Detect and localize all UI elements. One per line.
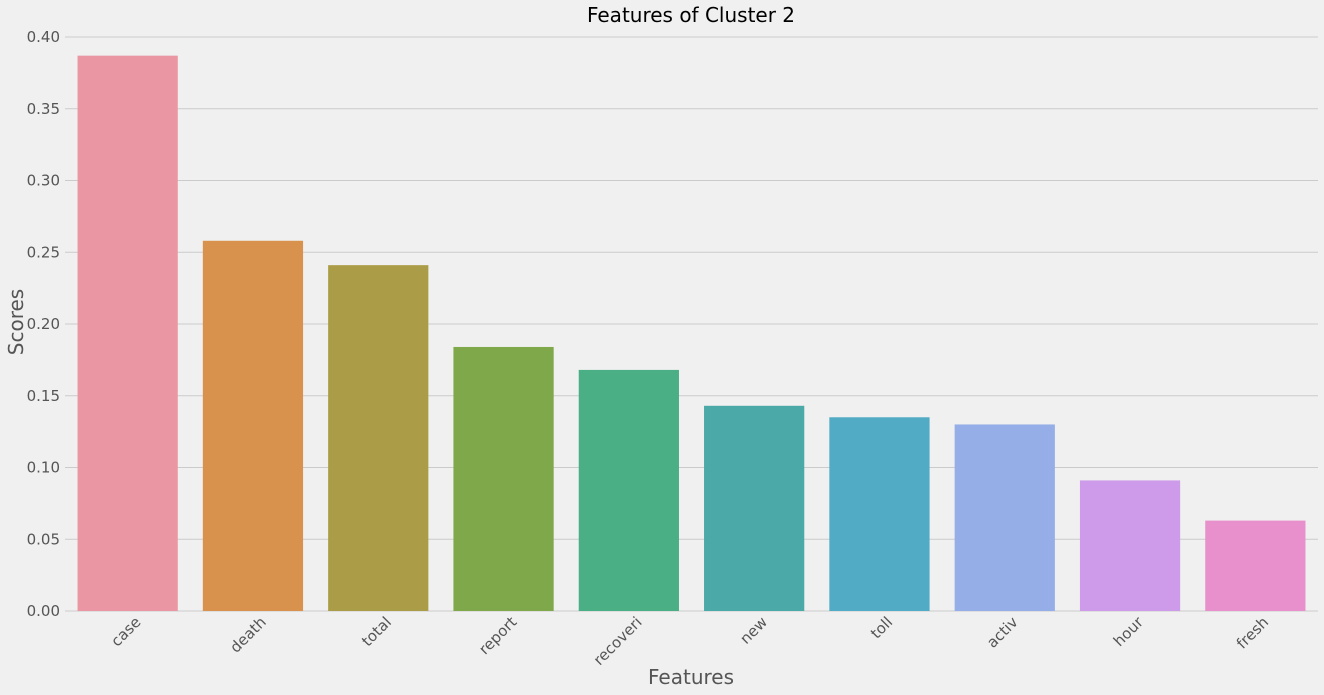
bar-case [77, 55, 178, 611]
bars [77, 55, 1306, 611]
chart-title: Features of Cluster 2 [587, 3, 795, 27]
x-axis-ticks: case death total report recoveri new toll activ… [107, 613, 1272, 669]
bar-hour [1079, 480, 1181, 611]
x-tick-label-fresh: fresh [1233, 613, 1272, 652]
bar-report [453, 346, 554, 611]
x-tick-label-recoveri: recoveri [590, 613, 646, 669]
x-axis-label: Features [648, 665, 734, 689]
y-tick-label: 0.20 [27, 315, 60, 333]
x-tick-label-new: new [736, 613, 771, 648]
y-tick-label: 0.10 [27, 459, 60, 477]
x-tick-label-report: report [475, 613, 520, 658]
x-tick-label-toll: toll [867, 613, 896, 642]
bar-death [202, 240, 304, 611]
bar-new [704, 405, 805, 611]
bar-toll [829, 417, 930, 611]
x-tick-label-total: total [358, 613, 395, 650]
x-tick-label-hour: hour [1110, 613, 1148, 651]
x-tick-label-death: death [226, 613, 269, 656]
x-tick-label-activ: activ [983, 613, 1022, 652]
y-tick-label: 0.15 [27, 387, 60, 405]
y-tick-label: 0.35 [27, 100, 60, 118]
y-axis-label: Scores [4, 289, 28, 355]
x-tick-label-case: case [107, 613, 144, 650]
bar-total [328, 265, 429, 611]
bar-activ [954, 424, 1055, 611]
bar-recoveri [578, 369, 679, 611]
bar-fresh [1205, 520, 1306, 611]
y-tick-label: 0.00 [27, 602, 60, 620]
y-axis-ticks: 0.00 0.05 0.10 0.15 0.20 0.25 0.30 0.35 0.40 [27, 28, 60, 620]
y-tick-label: 0.30 [27, 172, 60, 190]
y-tick-label: 0.40 [27, 28, 60, 46]
y-tick-label: 0.05 [27, 530, 60, 548]
y-tick-label: 0.25 [27, 243, 60, 261]
